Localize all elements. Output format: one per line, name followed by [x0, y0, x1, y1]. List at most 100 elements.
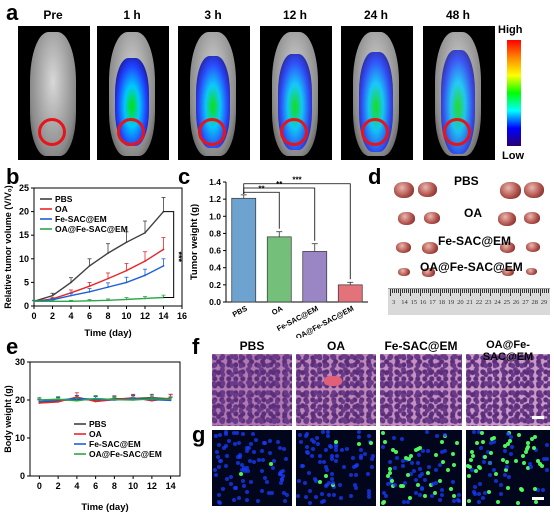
tunel-positive-cell: [426, 471, 430, 475]
nucleus: [401, 459, 405, 463]
y-tick-label: 0.0: [209, 297, 221, 307]
nucleus: [342, 465, 346, 469]
nucleus: [236, 455, 240, 459]
x-tick-label: 6: [87, 311, 92, 321]
ruler-number: 26: [512, 299, 520, 306]
ruler-tick: [418, 289, 419, 293]
nucleus: [268, 451, 272, 455]
ruler-number: 3: [392, 299, 396, 306]
nucleus: [271, 466, 275, 470]
nucleus: [417, 453, 421, 457]
y-tick-label: 20: [19, 207, 29, 217]
tunel-positive-cell: [483, 455, 487, 459]
ruler-tick: [464, 289, 465, 293]
ruler-tick: [392, 289, 393, 293]
nucleus: [214, 434, 218, 438]
series-line: [33, 248, 164, 302]
tunel-positive-cell: [414, 448, 418, 452]
tunel-positive-cell: [318, 480, 322, 484]
tunel-positive-cell: [471, 454, 475, 458]
ruler-tick: [526, 289, 527, 293]
series-line: [34, 296, 164, 302]
nucleus: [234, 486, 238, 490]
x-tick-label: 12: [147, 481, 157, 491]
significance-label: ***: [174, 252, 184, 263]
nucleus: [260, 489, 264, 493]
he-stain-image: [380, 354, 462, 426]
nucleus: [241, 479, 245, 483]
tumor-circle: [38, 118, 66, 146]
tunel-positive-cell: [516, 501, 520, 505]
nucleus: [332, 493, 336, 497]
nucleus: [222, 446, 226, 450]
tumor-specimen: [422, 268, 435, 277]
nucleus: [357, 435, 361, 439]
nucleus: [529, 465, 533, 469]
nucleus: [233, 442, 237, 446]
nucleus: [241, 432, 245, 436]
tunel-positive-cell: [481, 440, 485, 444]
nucleus: [545, 468, 549, 472]
tunel-positive-cell: [494, 472, 498, 476]
nucleus: [219, 459, 223, 463]
nucleus: [388, 460, 392, 464]
data-point: [88, 264, 91, 267]
nucleus: [224, 444, 228, 448]
tumor-group-label: Fe-SAC@EM: [438, 234, 512, 248]
ruler-tick: [474, 289, 475, 293]
ruler-tick: [490, 289, 491, 296]
ruler-tick: [538, 289, 539, 293]
nucleus: [541, 488, 545, 492]
fluorescence-image: [212, 430, 292, 506]
data-point: [125, 241, 128, 244]
tunel-positive-cell: [382, 500, 386, 504]
nucleus: [217, 443, 221, 447]
ruler-tick: [542, 289, 543, 293]
nucleus: [359, 448, 363, 452]
nucleus: [330, 477, 334, 481]
ruler-tick: [448, 289, 449, 293]
nucleus: [318, 460, 322, 464]
ruler-tick: [460, 289, 461, 296]
bar: [302, 251, 328, 303]
category-label: PBS: [231, 304, 249, 319]
y-tick-label: 5: [24, 277, 29, 287]
nucleus: [318, 454, 322, 458]
nucleus: [284, 457, 288, 461]
ruler-tick: [458, 289, 459, 293]
tunel-positive-cell: [533, 435, 537, 439]
ruler-tick: [420, 289, 421, 296]
significance-label: ***: [292, 176, 302, 185]
tunel-positive-cell: [475, 441, 479, 445]
data-point: [51, 294, 54, 297]
nucleus: [232, 498, 236, 502]
timepoint-label: 24 h: [363, 8, 388, 22]
nucleus: [227, 439, 231, 443]
nucleus: [367, 434, 371, 438]
nucleus: [338, 483, 342, 487]
nucleus: [473, 485, 477, 489]
tunel-positive-cell: [446, 468, 450, 472]
nucleus: [224, 432, 228, 436]
nucleus: [327, 481, 331, 485]
nucleus: [251, 432, 255, 436]
nucleus: [477, 430, 481, 434]
nucleus: [312, 440, 316, 444]
tunel-positive-cell: [506, 442, 510, 446]
body-weight-chart: 0 2 4 6 8 10 12 14 0 10 20 30 Time (day) Body weight …: [3, 357, 181, 512]
ruler-tick: [416, 289, 417, 293]
ruler-tick: [506, 289, 507, 293]
x-axis-label: Time (day): [81, 502, 128, 512]
y-tick-label: 25: [19, 183, 29, 193]
ruler-number: 19: [447, 299, 455, 306]
nucleus: [366, 472, 370, 476]
data-point: [38, 402, 41, 404]
ruler-tick: [446, 289, 447, 293]
ruler-tick: [408, 289, 409, 293]
nucleus: [354, 486, 358, 490]
tunel-positive-cell: [452, 463, 456, 467]
nucleus: [359, 454, 363, 458]
ruler-tick: [442, 289, 443, 293]
scale-bar: [532, 497, 544, 500]
tumor-specimen: [526, 268, 537, 275]
